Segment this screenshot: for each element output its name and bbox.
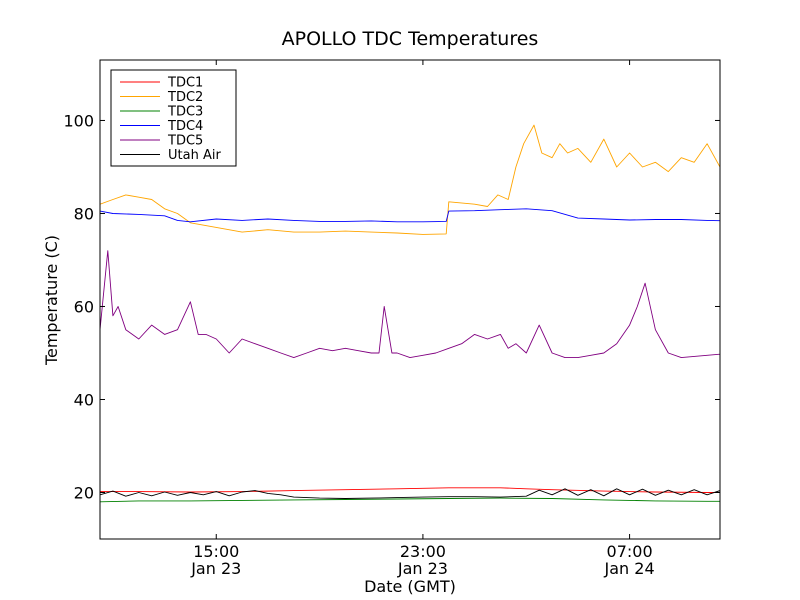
legend-label-tdc1: TDC1: [167, 76, 203, 91]
legend-box: [110, 69, 237, 167]
series-line-utah-air: [100, 488, 720, 499]
x-tick-label-time: 23:00: [400, 542, 446, 561]
series-layer: [100, 124, 720, 503]
x-tick-label-date: Jan 23: [397, 559, 448, 578]
legend-label-tdc4: TDC4: [167, 119, 203, 134]
y-tick-label: 60: [74, 297, 94, 316]
y-tick-label: 40: [74, 390, 94, 409]
series-line-tdc2: [100, 124, 720, 235]
x-tick-label-date: Jan 24: [604, 559, 655, 578]
y-tick-label: 20: [74, 483, 94, 502]
x-tick-label-time: 15:00: [193, 542, 239, 561]
y-axis-label: Temperature (C): [42, 235, 61, 366]
legend-label-tdc2: TDC2: [167, 90, 203, 105]
plot-frame: [99, 59, 721, 540]
y-tick-label: 100: [63, 111, 94, 130]
y-tick-label: 80: [74, 204, 94, 223]
legend-label-tdc5: TDC5: [167, 134, 203, 149]
chart-title: APOLLO TDC Temperatures: [282, 28, 539, 50]
x-tick-label-date: Jan 23: [190, 559, 241, 578]
series-line-tdc5: [100, 250, 720, 359]
x-axis-label: Date (GMT): [364, 577, 456, 596]
series-line-tdc4: [100, 208, 720, 223]
x-tick-label-time: 07:00: [607, 542, 653, 561]
series-line-tdc3: [100, 497, 720, 503]
legend-label-tdc3: TDC3: [167, 105, 203, 120]
legend-label-utah-air: Utah Air: [168, 148, 221, 163]
